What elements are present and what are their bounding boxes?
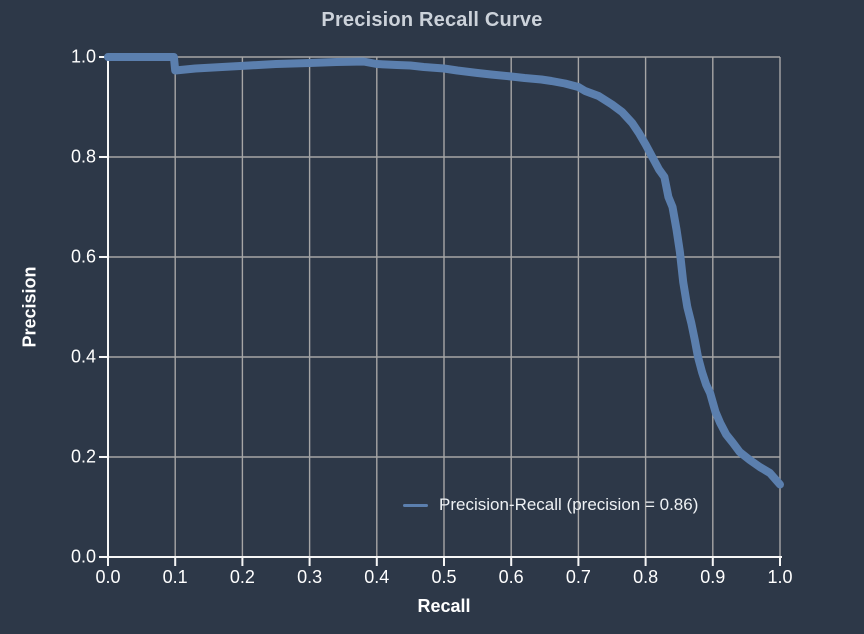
x-tick-label: 1.0 (767, 567, 793, 587)
x-tick-label: 0.5 (431, 567, 457, 587)
legend: Precision-Recall (precision = 0.86) (403, 495, 698, 515)
y-tick-label: 0.4 (70, 346, 96, 367)
y-tick-label: 0.2 (70, 446, 96, 467)
x-tick-label: 0.3 (297, 567, 323, 587)
y-tick-label: 0.6 (70, 246, 96, 267)
x-tick-label: 0.2 (229, 567, 255, 587)
x-tick-label: 0.6 (498, 567, 524, 587)
axis-tick-marks (99, 56, 781, 566)
pr-curve-group (104, 53, 784, 489)
x-tick-label: 0.4 (364, 567, 390, 587)
legend-label: Precision-Recall (precision = 0.86) (439, 495, 699, 514)
x-tick-label: 0.8 (633, 567, 659, 587)
y-tick-label: 1.0 (70, 46, 96, 67)
precision-recall-curve (104, 53, 784, 489)
y-axis-label: Precision (19, 266, 40, 348)
y-tick-label: 0.8 (70, 146, 96, 167)
x-tick-label: 0.0 (95, 567, 121, 587)
x-tick-label: 0.1 (162, 567, 188, 587)
x-tick-label: 0.9 (700, 567, 726, 587)
legend-line-marker (403, 503, 428, 507)
x-tick-label: 0.7 (565, 567, 591, 587)
axis-spines (107, 57, 782, 558)
x-axis-label: Recall (417, 596, 471, 616)
grid-lines (107, 56, 781, 558)
y-tick-label: 0.0 (70, 546, 96, 567)
chart-title: Precision Recall Curve (321, 9, 543, 31)
